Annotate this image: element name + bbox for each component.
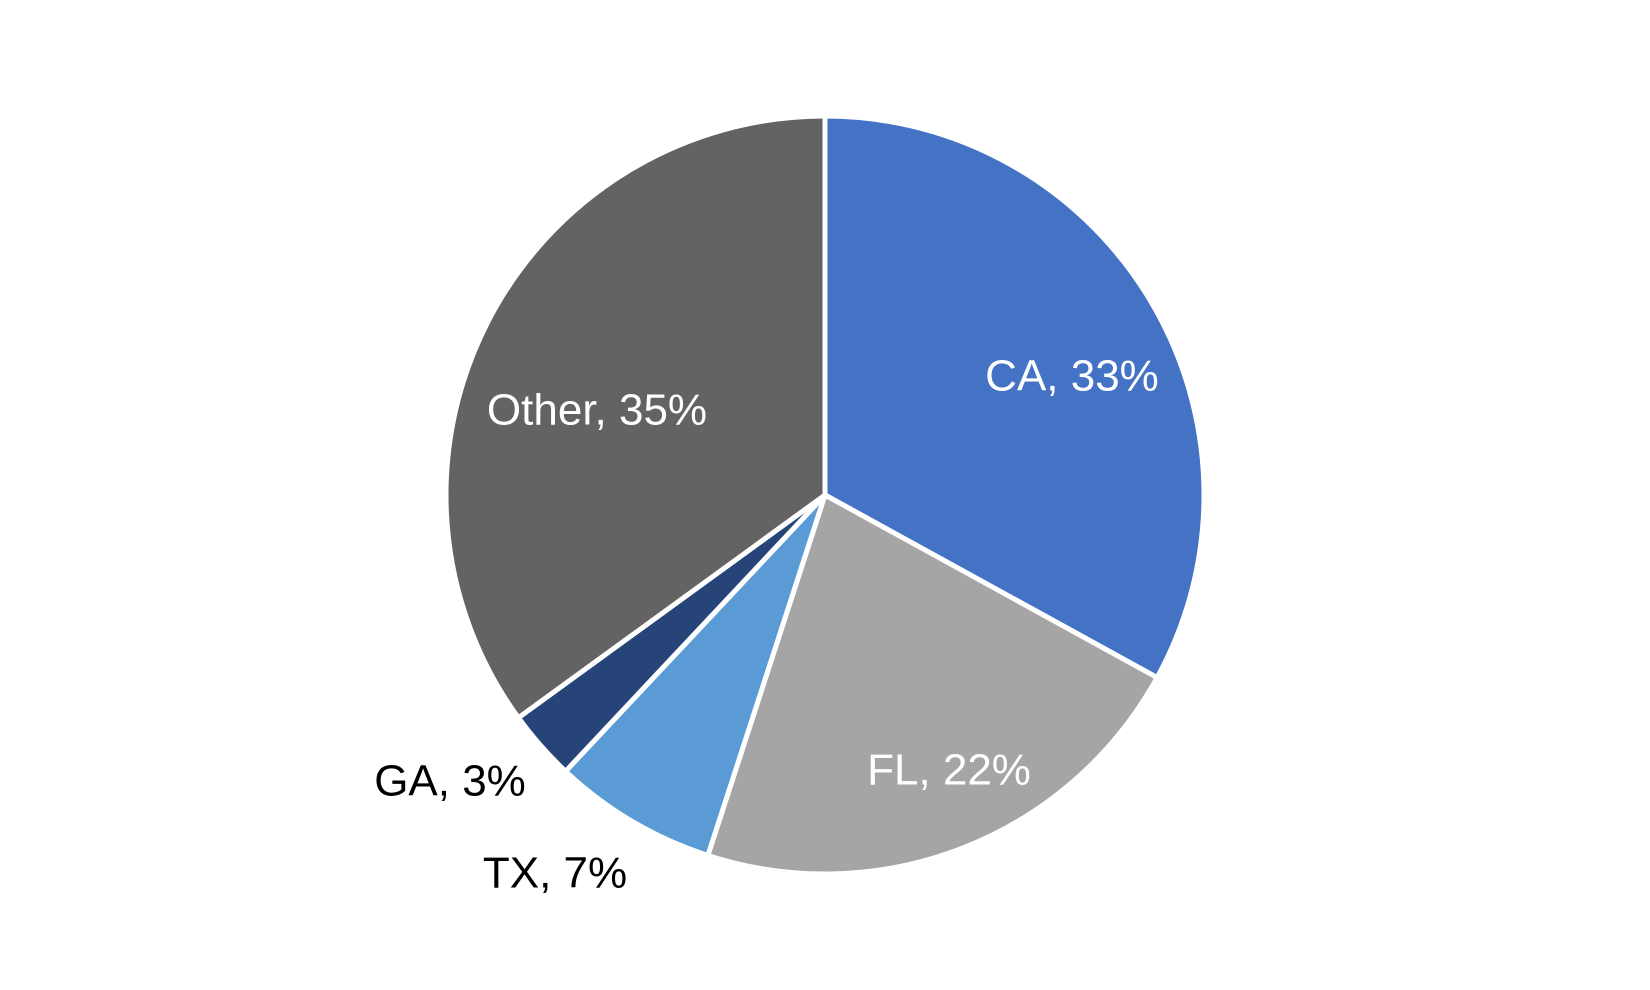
data-label-fl: FL, 22% (867, 746, 1031, 795)
data-labels: CA, 33% FL, 22% TX, 7% GA, 3% Other, 35% (374, 352, 1159, 898)
pie-slices (443, 113, 1207, 877)
pie-slice-other (443, 113, 828, 721)
pie-slice-ca (822, 113, 1207, 681)
pie-slice-tx (563, 492, 828, 858)
data-label-ca: CA, 33% (985, 352, 1159, 401)
pie-slice-fl (705, 492, 1160, 877)
data-label-ga: GA, 3% (374, 757, 526, 806)
data-label-tx: TX, 7% (483, 849, 627, 898)
data-label-other: Other, 35% (487, 386, 707, 435)
